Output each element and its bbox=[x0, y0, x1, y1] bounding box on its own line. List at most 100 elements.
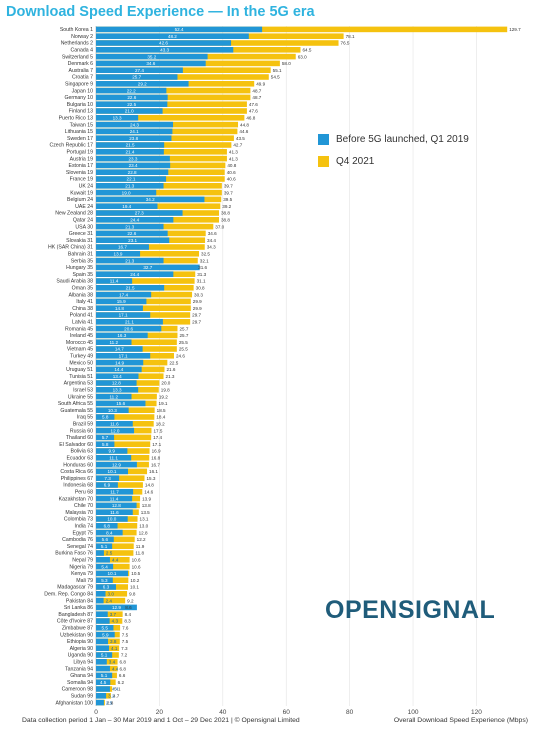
category-label: Spain 35 bbox=[73, 272, 94, 278]
data-label-before-5g: 3.4 bbox=[109, 660, 116, 665]
data-label-before-5g: 34.2 bbox=[146, 197, 155, 202]
data-label-q4-2021: 9.8 bbox=[129, 592, 136, 597]
data-label-before-5g: 24.4 bbox=[130, 218, 139, 223]
category-label: HK (SAR China) 31 bbox=[48, 245, 93, 251]
bar-before-5g bbox=[96, 101, 168, 107]
data-label-q4-2021: 8.4 bbox=[125, 612, 132, 617]
data-label-q4-2021: 19.2 bbox=[159, 394, 168, 399]
bar-before-5g bbox=[96, 543, 113, 549]
bar-before-5g bbox=[96, 135, 172, 141]
data-label-before-5g: 6.8 bbox=[104, 524, 111, 529]
category-label: Denmark 6 bbox=[68, 61, 93, 67]
data-label-q4-2021: 29.9 bbox=[193, 306, 202, 311]
data-label-before-5g: 15.6 bbox=[116, 401, 125, 406]
bar-before-5g bbox=[96, 523, 118, 529]
bar-before-5g bbox=[96, 312, 151, 318]
bar-before-5g bbox=[96, 169, 169, 175]
category-label: Tanzania 94 bbox=[65, 666, 93, 672]
category-label: Cambodia 76 bbox=[62, 537, 93, 543]
bar-before-5g bbox=[96, 346, 143, 352]
page-title: Download Speed Experience — In the 5G er… bbox=[6, 4, 315, 20]
bar-q4-2021 bbox=[96, 26, 508, 33]
bar-before-5g bbox=[96, 53, 208, 60]
bar-before-5g bbox=[96, 563, 114, 570]
category-label: Singapore 9 bbox=[65, 82, 93, 88]
category-label: UK 24 bbox=[79, 184, 94, 190]
data-label-q4-2021: 10.5 bbox=[131, 571, 140, 576]
data-label-q4-2021: 25.5 bbox=[179, 347, 188, 352]
data-label-q4-2021: 44.8 bbox=[240, 122, 249, 127]
bar-before-5g bbox=[96, 645, 109, 651]
data-label-q4-2021: 47.6 bbox=[249, 109, 258, 114]
bar-before-5g bbox=[96, 26, 263, 33]
data-label-before-5g: 2.4 bbox=[106, 598, 113, 603]
category-label: Australia 7 bbox=[68, 68, 93, 74]
data-label-before-5g: 2.5 bbox=[106, 700, 113, 705]
bar-before-5g bbox=[96, 196, 205, 203]
data-label-before-5g: 22.6 bbox=[127, 231, 136, 236]
bar-before-5g bbox=[96, 149, 164, 155]
bar-before-5g bbox=[96, 366, 142, 373]
data-label-q4-2021: 9.2 bbox=[127, 598, 134, 603]
bar-before-5g bbox=[96, 441, 115, 447]
data-label-before-5g: 48.2 bbox=[168, 34, 177, 39]
category-label: Germany 10 bbox=[64, 95, 93, 101]
data-label-before-5g: 17.1 bbox=[119, 354, 128, 359]
data-label-before-5g: 29.2 bbox=[138, 82, 147, 87]
bar-before-5g bbox=[96, 652, 113, 658]
data-label-before-5g: 22.5 bbox=[127, 102, 136, 107]
bar-before-5g bbox=[96, 94, 168, 101]
category-label: Algeria 90 bbox=[70, 646, 93, 652]
legend-item-before-5g: Before 5G launched, Q1 2019 bbox=[318, 128, 469, 150]
data-label-q4-2021: 14.6 bbox=[144, 490, 153, 495]
bar-before-5g bbox=[96, 230, 168, 237]
data-label-before-5g: 21.4 bbox=[125, 150, 134, 155]
data-label-q4-2021: 10.6 bbox=[132, 564, 141, 569]
data-label-q4-2021: 17.1 bbox=[152, 442, 161, 447]
category-label: Croatia 7 bbox=[72, 75, 93, 81]
data-label-before-5g: 27.3 bbox=[135, 211, 144, 216]
data-label-before-5g: 3.0 bbox=[108, 592, 115, 597]
bar-q4-2021 bbox=[96, 101, 247, 107]
data-label-before-5g: 35.2 bbox=[147, 54, 156, 59]
data-label-q4-2021: 76.5 bbox=[341, 41, 350, 46]
data-label-q4-2021: 21.6 bbox=[166, 367, 175, 372]
bar-before-5g bbox=[96, 189, 157, 196]
bar-before-5g bbox=[96, 475, 120, 481]
data-label-q4-2021: 11.8 bbox=[135, 551, 144, 556]
data-label-q4-2021: 49.9 bbox=[256, 82, 265, 87]
category-label: Costa Rica 66 bbox=[60, 469, 93, 475]
bar-before-5g bbox=[96, 468, 129, 475]
category-label: Kuwait 19 bbox=[70, 190, 93, 196]
x-tick-label: 20 bbox=[156, 709, 164, 716]
bar-q4-2021 bbox=[96, 87, 251, 94]
category-label: Côte d'Ivoire 87 bbox=[57, 619, 93, 625]
category-label: Ukraine 55 bbox=[68, 394, 93, 400]
data-label-before-5g: 27.4 bbox=[135, 68, 144, 73]
data-label-q4-2021: 14.8 bbox=[145, 483, 154, 488]
data-label-q4-2021: 4.7 bbox=[113, 694, 120, 699]
category-label: Burkina Faso 76 bbox=[55, 551, 93, 557]
category-label: Egypt 75 bbox=[73, 530, 94, 536]
bar-before-5g bbox=[96, 611, 108, 617]
category-label: Madagascar 79 bbox=[57, 585, 93, 591]
data-label-before-5g: 14.4 bbox=[114, 367, 123, 372]
x-tick-label: 40 bbox=[219, 709, 227, 716]
data-label-before-5g: 3.7 bbox=[110, 612, 117, 617]
data-label-before-5g: 24.1 bbox=[130, 129, 139, 134]
bar-before-5g bbox=[96, 550, 104, 556]
category-label: Chile 70 bbox=[74, 503, 93, 509]
data-label-q4-2021: 20.0 bbox=[161, 381, 170, 386]
data-label-before-5g: 13.9 bbox=[114, 252, 123, 257]
category-label: Honduras 60 bbox=[63, 462, 93, 468]
bar-before-5g bbox=[96, 183, 164, 189]
bar-before-5g bbox=[96, 699, 104, 706]
data-label-q4-2021: 39.2 bbox=[222, 204, 231, 209]
bar-before-5g bbox=[96, 74, 178, 80]
category-label: Puerto Rico 13 bbox=[59, 116, 93, 122]
data-label-before-5g: 5.3 bbox=[101, 578, 108, 583]
bar-before-5g bbox=[96, 461, 137, 468]
data-label-before-5g: 13.3 bbox=[113, 116, 122, 121]
bar-q4-2021 bbox=[96, 244, 205, 250]
